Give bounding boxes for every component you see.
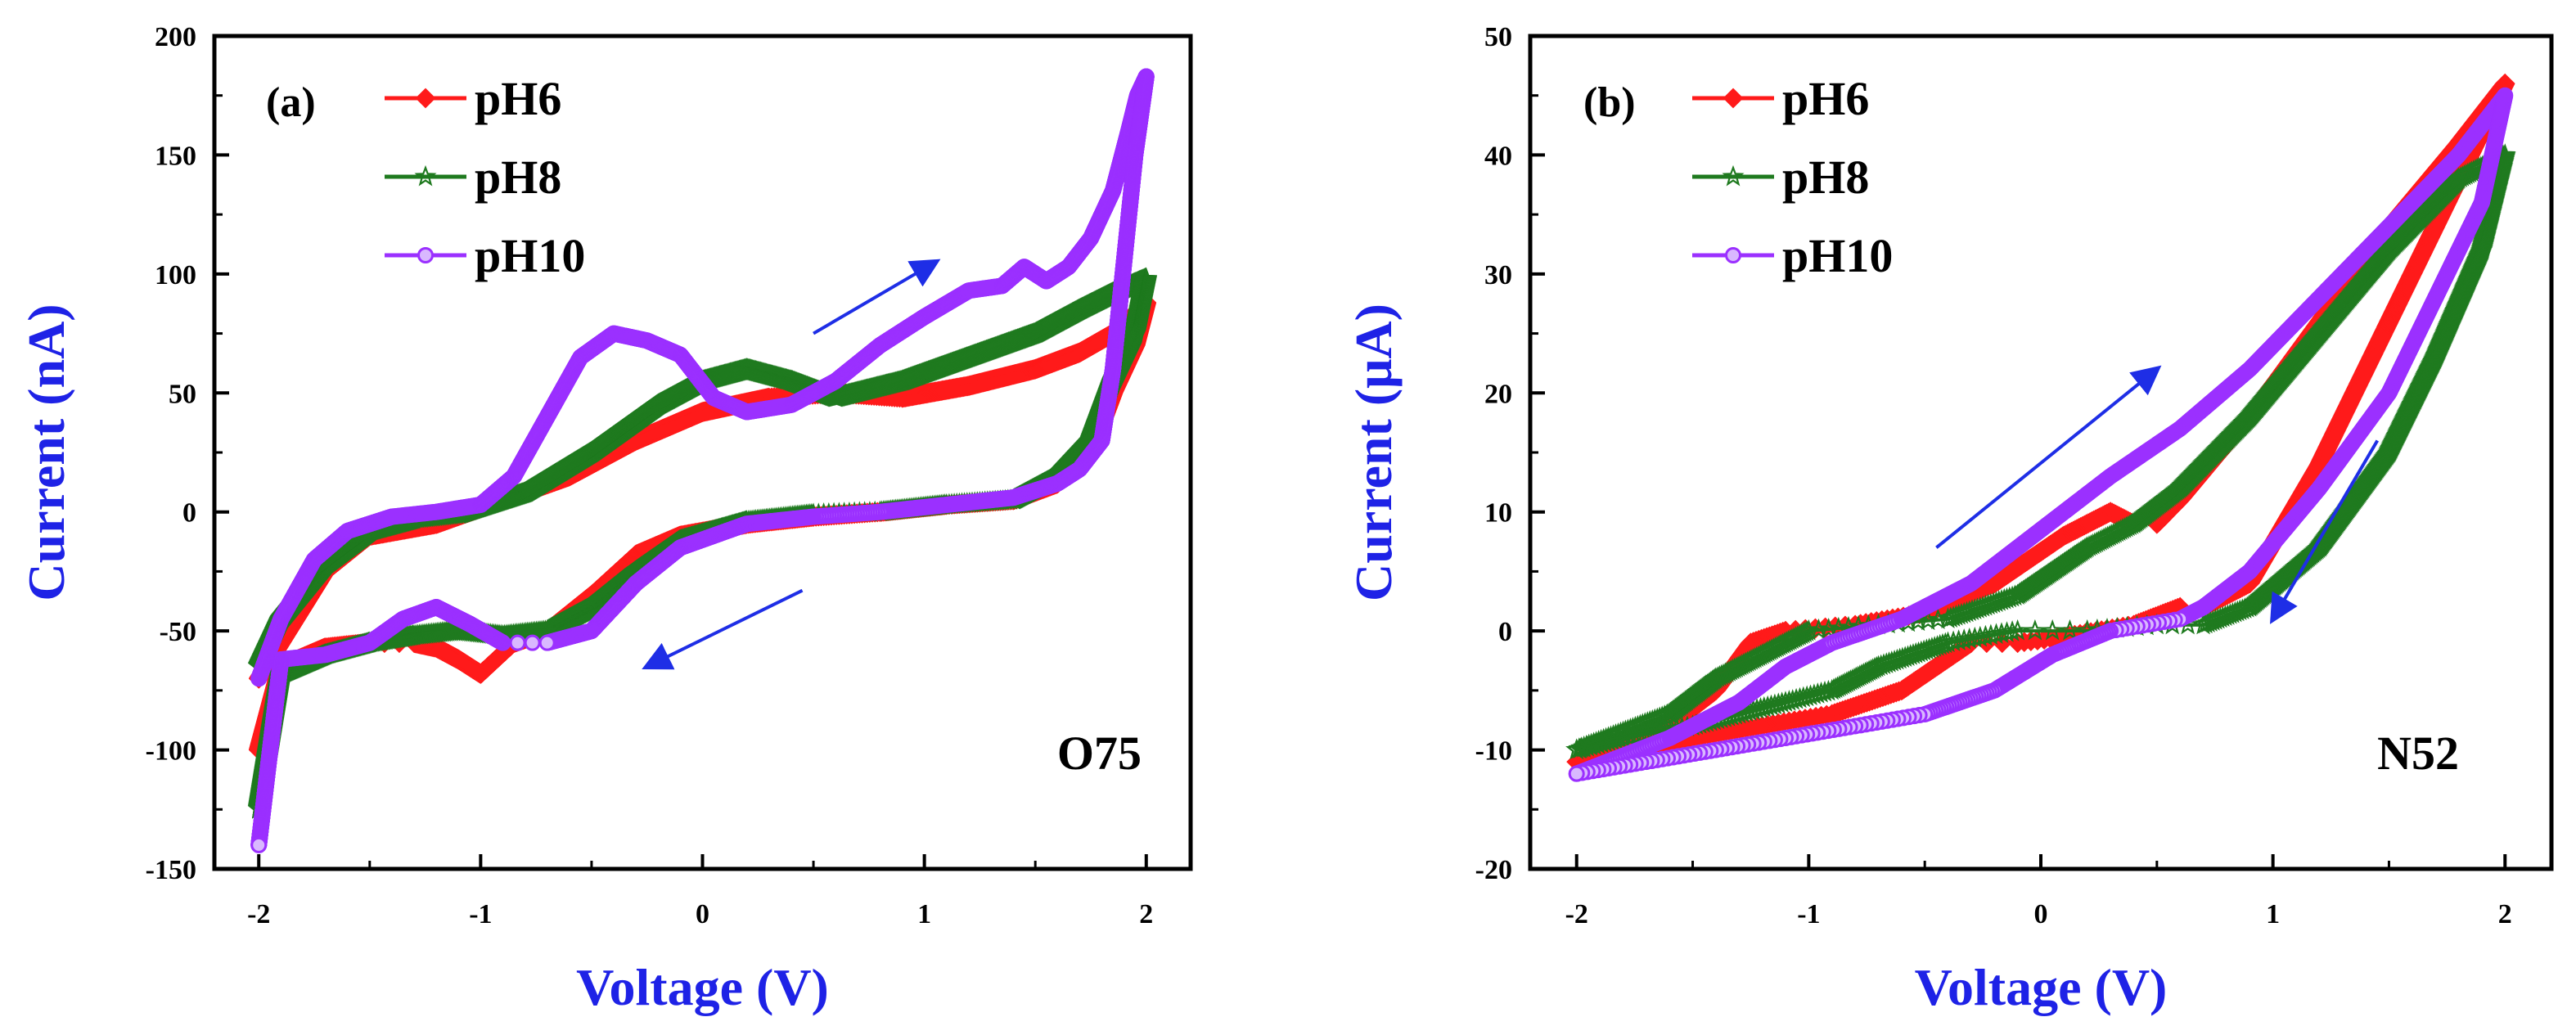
panel-a-series [247, 68, 1158, 853]
